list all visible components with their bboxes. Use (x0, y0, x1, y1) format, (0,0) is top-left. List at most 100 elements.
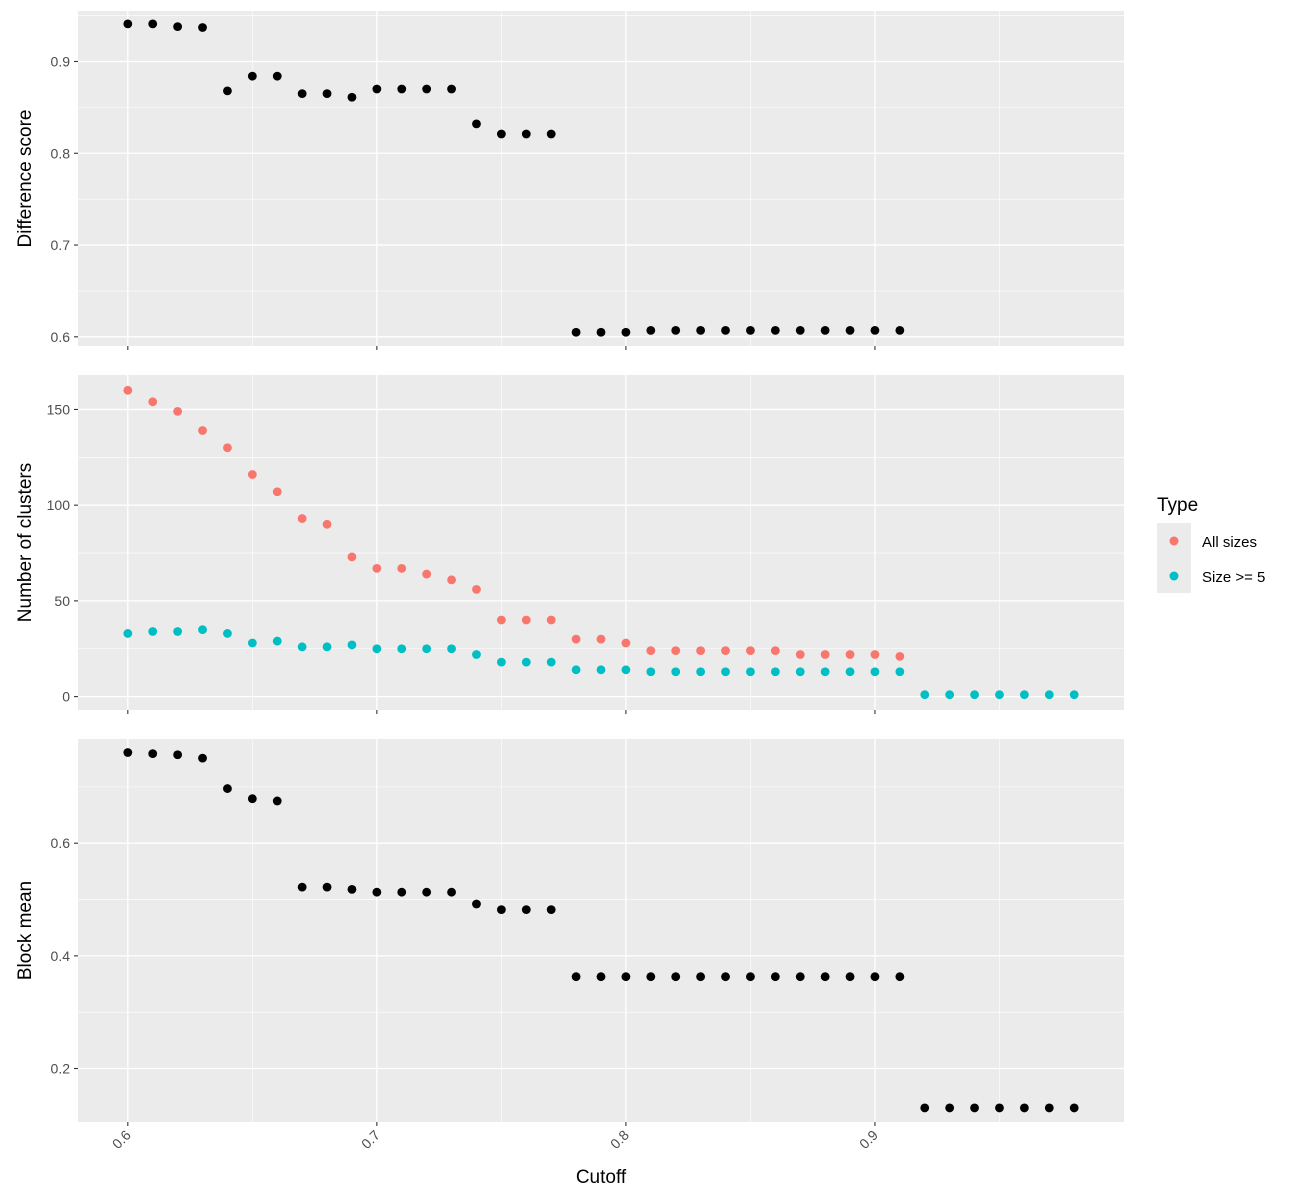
data-point (521, 129, 531, 139)
data-point (496, 657, 506, 667)
data-point (920, 1103, 930, 1113)
data-point (746, 325, 755, 335)
data-point (123, 629, 133, 638)
data-point (571, 972, 581, 982)
data-point (447, 644, 456, 654)
data-point (297, 882, 307, 892)
data-point (845, 972, 855, 982)
y-tick-label: 100 (47, 497, 71, 513)
data-point (496, 129, 506, 139)
data-point (621, 665, 631, 675)
data-point (596, 665, 606, 675)
data-point (546, 615, 556, 625)
data-point (671, 325, 681, 335)
data-point (521, 657, 531, 667)
data-point (795, 650, 805, 659)
data-point (397, 887, 407, 897)
data-point (347, 640, 357, 650)
data-point (272, 796, 282, 806)
data-point (297, 642, 307, 652)
data-point (1044, 1103, 1054, 1113)
data-point (173, 406, 183, 416)
data-point (272, 71, 282, 81)
data-point (621, 327, 631, 337)
panel-background (78, 739, 1124, 1122)
data-point (770, 972, 780, 982)
data-point (1019, 1103, 1029, 1113)
data-point (895, 972, 905, 982)
y-tick-label: 150 (47, 401, 71, 417)
data-point (546, 905, 556, 915)
data-point (347, 92, 357, 102)
data-point (571, 327, 581, 337)
panel-3: 0.2 0.4 0.6 Block mean (15, 739, 1124, 1126)
data-point (472, 899, 481, 909)
x-tick-label: 0.7 (358, 1127, 383, 1152)
data-point (795, 325, 805, 335)
data-point (795, 667, 805, 677)
y-axis-title: Difference score (15, 110, 36, 248)
panel-2: 0 50 100 150 Number of clusters (15, 375, 1124, 714)
data-point (521, 905, 531, 915)
legend-label-all-sizes: All sizes (1202, 534, 1257, 551)
data-point (571, 665, 581, 675)
data-point (845, 667, 855, 677)
y-axis-title: Number of clusters (15, 463, 36, 622)
data-point (397, 563, 407, 573)
legend: Type All sizes Size >= 5 (1157, 495, 1265, 593)
data-point (646, 646, 656, 656)
data-point (945, 690, 955, 700)
data-point (970, 690, 979, 700)
data-point (820, 325, 830, 335)
y-tick-label: 0.9 (51, 53, 71, 69)
data-point (1069, 690, 1079, 700)
data-point (272, 487, 282, 497)
data-point (297, 514, 307, 523)
data-point (895, 667, 905, 677)
data-point (546, 129, 556, 139)
data-point (770, 325, 780, 335)
data-point (646, 325, 656, 335)
data-point (696, 646, 706, 656)
data-point (123, 385, 133, 395)
data-point (397, 644, 407, 654)
data-point (397, 84, 407, 94)
y-tick-label: 0.8 (51, 145, 71, 161)
data-point (422, 887, 432, 897)
data-point (472, 585, 481, 594)
data-point (198, 753, 207, 763)
x-axis-title: Cutoff (576, 1167, 627, 1188)
data-point (198, 426, 207, 435)
data-point (721, 646, 730, 656)
data-point (596, 327, 606, 337)
data-point (148, 627, 158, 636)
y-tick-label: 0.6 (51, 835, 71, 851)
data-point (322, 642, 332, 652)
legend-key-background (1157, 523, 1191, 593)
panel-1: 0.6 0.7 0.8 0.9 Difference score (15, 11, 1124, 350)
data-point (696, 667, 706, 677)
data-point (1069, 1103, 1079, 1113)
data-point (870, 325, 880, 335)
data-point (521, 615, 531, 625)
data-point (646, 972, 656, 982)
data-point (447, 575, 456, 585)
data-point (1044, 690, 1054, 700)
legend-key-all-sizes (1169, 536, 1179, 546)
legend-label-size-ge-5: Size >= 5 (1202, 569, 1265, 586)
data-point (945, 1103, 955, 1113)
data-point (173, 22, 183, 32)
data-point (123, 19, 133, 29)
data-point (148, 397, 158, 407)
data-point (820, 972, 830, 982)
data-point (671, 667, 681, 677)
data-point (247, 71, 257, 81)
y-tick-label: 0.6 (51, 329, 71, 345)
data-point (721, 972, 730, 982)
data-point (596, 634, 606, 644)
data-point (995, 690, 1004, 700)
data-point (223, 443, 232, 453)
data-point (696, 325, 706, 335)
data-point (496, 615, 506, 625)
